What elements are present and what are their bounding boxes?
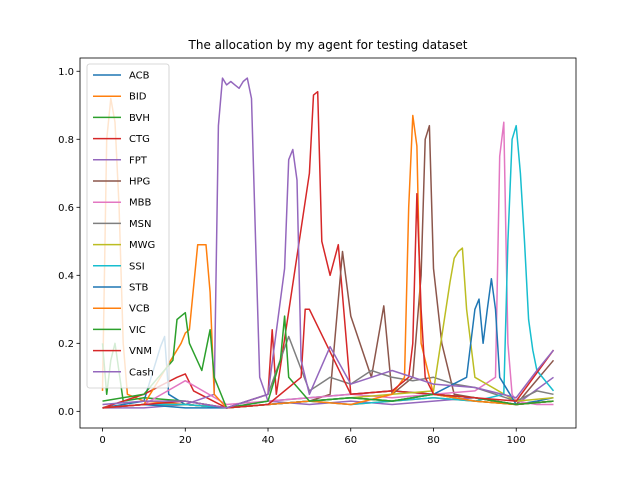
legend-label-fpt: FPT xyxy=(129,155,148,166)
y-tick-label: 0.8 xyxy=(58,135,74,146)
x-tick-label: 60 xyxy=(344,435,357,446)
legend-label-ctg: CTG xyxy=(129,134,150,145)
legend-label-vnm: VNM xyxy=(129,346,152,357)
x-tick-label: 40 xyxy=(262,435,275,446)
x-axis: 0 20 40 60 80 100 xyxy=(99,428,526,446)
series-line-cash xyxy=(102,148,555,409)
x-tick-label: 0 xyxy=(99,435,105,446)
legend-label-bvh: BVH xyxy=(129,113,150,124)
chart-title: The allocation by my agent for testing d… xyxy=(188,38,468,52)
legend: ACB BID BVH CTG FPT HPG MBB MSN MWG SSI STB VCB VIC V… xyxy=(86,63,170,389)
legend-label-stb: STB xyxy=(129,283,148,294)
legend-label-mwg: MWG xyxy=(129,240,155,251)
x-tick-label: 20 xyxy=(179,435,192,446)
y-tick-label: 0.4 xyxy=(58,271,74,282)
legend-label-vic: VIC xyxy=(129,325,146,336)
y-axis: 0.0 0.2 0.4 0.6 0.8 1.0 xyxy=(58,67,80,418)
legend-label-vcb: VCB xyxy=(129,304,150,315)
legend-label-ssi: SSI xyxy=(129,261,145,272)
legend-label-cash: Cash xyxy=(129,367,154,378)
legend-label-acb: ACB xyxy=(129,71,150,82)
legend-label-bid: BID xyxy=(129,92,147,103)
y-tick-label: 0.0 xyxy=(58,407,74,418)
legend-label-mbb: MBB xyxy=(129,198,151,209)
legend-label-msn: MSN xyxy=(129,219,151,230)
y-tick-label: 0.2 xyxy=(58,339,74,350)
x-tick-label: 100 xyxy=(507,435,526,446)
legend-label-hpg: HPG xyxy=(129,177,150,188)
legend-box xyxy=(86,63,170,389)
series-line-vic xyxy=(102,311,554,409)
y-tick-label: 0.6 xyxy=(58,203,74,214)
series-line-ctg xyxy=(102,90,554,409)
x-tick-label: 80 xyxy=(427,435,440,446)
y-tick-label: 1.0 xyxy=(58,67,74,78)
plot-frame xyxy=(79,57,577,429)
series-line-fpt xyxy=(102,77,554,409)
